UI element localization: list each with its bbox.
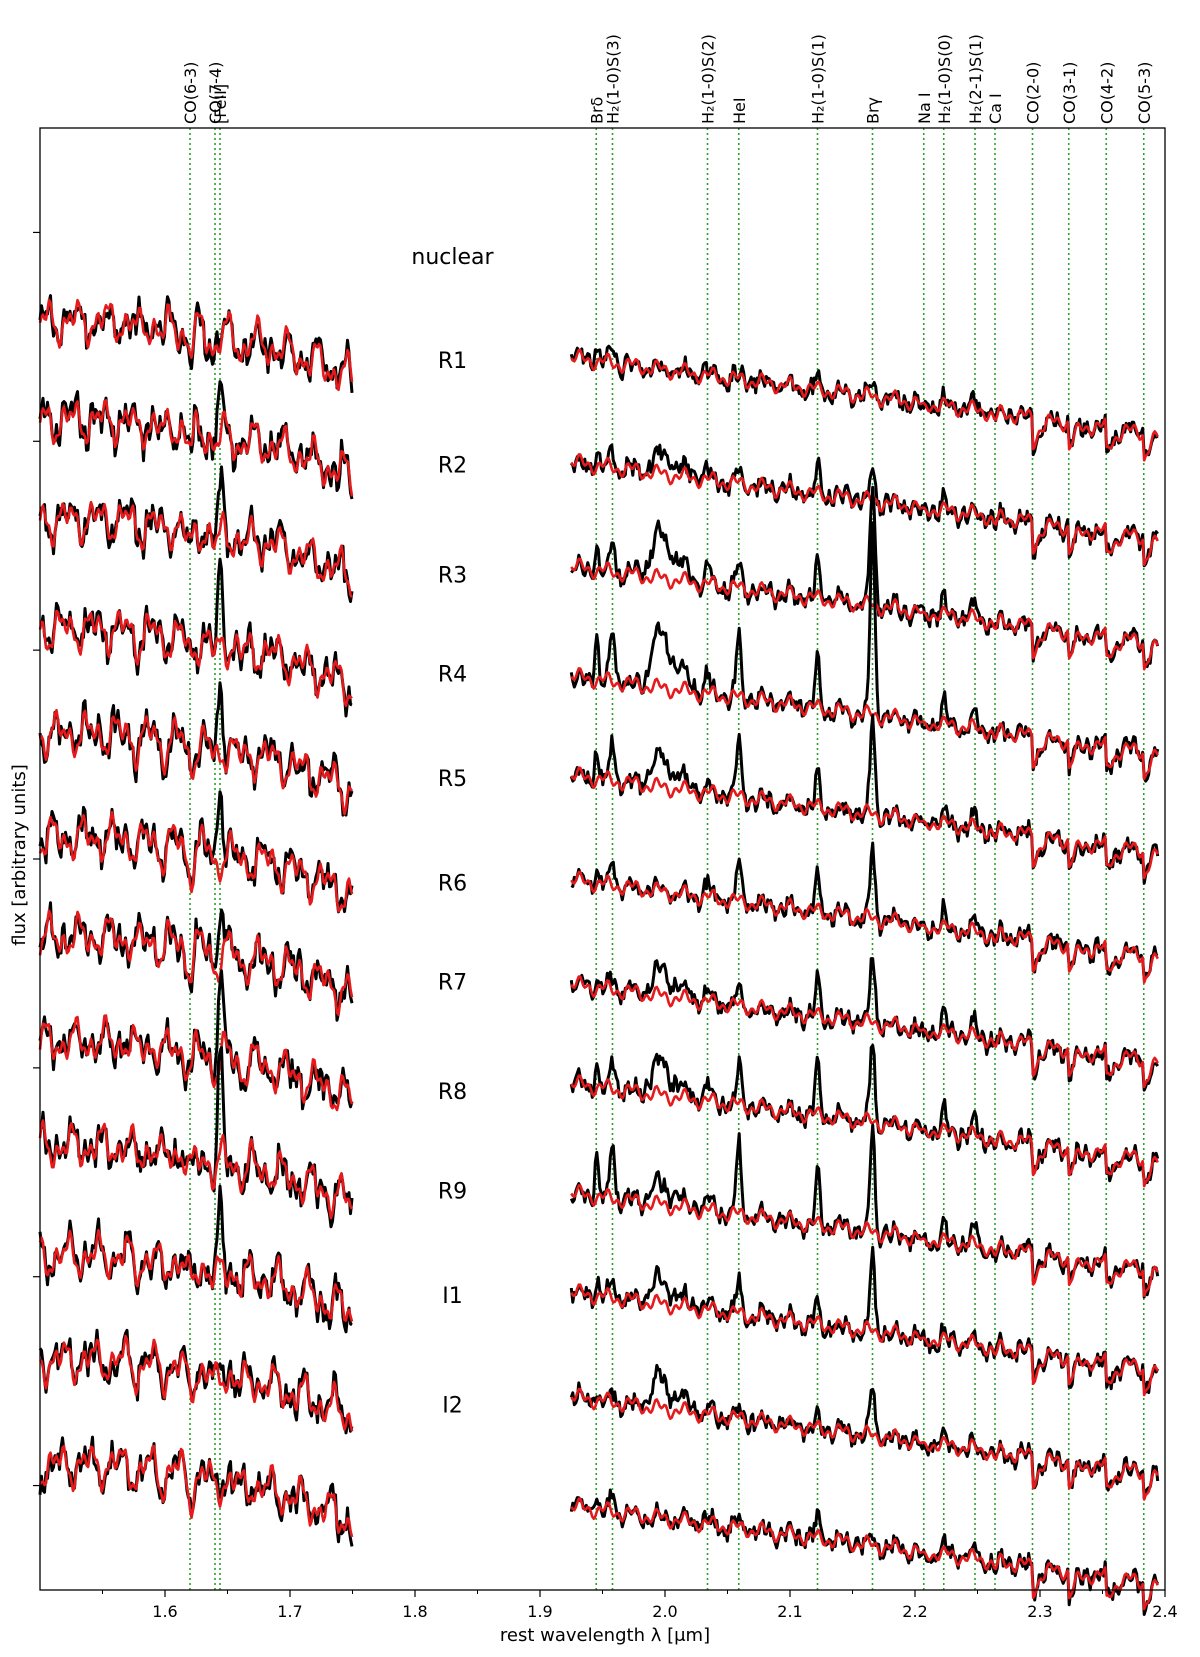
model-spectrum-k bbox=[570, 975, 1159, 1089]
model-spectrum-h bbox=[38, 708, 354, 816]
observed-spectrum-h bbox=[38, 1328, 354, 1435]
model-spectrum-h bbox=[38, 1014, 354, 1112]
model-spectrum-k bbox=[570, 1184, 1159, 1298]
model-spectrum-h bbox=[38, 298, 354, 392]
line-marker-label: Brδ bbox=[587, 97, 606, 124]
line-marker-label: Na I bbox=[915, 92, 934, 124]
model-spectrum-h bbox=[39, 1334, 354, 1432]
x-axis-label: rest wavelength λ [μm] bbox=[500, 1625, 710, 1646]
model-spectrum-h bbox=[38, 1228, 354, 1322]
region-label: R3 bbox=[438, 563, 467, 588]
region-label: I2 bbox=[442, 1393, 463, 1418]
line-marker-label: CO(6-3) bbox=[181, 62, 200, 124]
model-spectrum-h bbox=[38, 1119, 354, 1220]
x-tick-label: 2.4 bbox=[1152, 1602, 1177, 1621]
line-marker-label: Brγ bbox=[864, 97, 883, 124]
x-tick-label: 1.9 bbox=[527, 1602, 552, 1621]
x-tick-label: 1.6 bbox=[152, 1602, 177, 1621]
model-spectrum-h bbox=[38, 1444, 354, 1538]
line-marker-label: H₂(1-0)S(3) bbox=[604, 34, 623, 124]
region-label: I1 bbox=[442, 1284, 463, 1309]
x-tick-label: 1.7 bbox=[277, 1602, 302, 1621]
model-spectrum-k bbox=[570, 766, 1159, 880]
line-marker-label: HeI bbox=[730, 97, 749, 124]
model-spectrum-k bbox=[570, 1497, 1159, 1611]
model-spectrum-h bbox=[38, 500, 354, 598]
spectra bbox=[38, 294, 1160, 1616]
axes: 1.6 1.7 1.8 1.9 2.0 2.1 2.2 2.3 2.4 bbox=[33, 127, 1178, 1621]
model-spectrum-k bbox=[570, 348, 1159, 462]
observed-spectrum-h bbox=[39, 557, 353, 718]
line-marker-label: CO(2-0) bbox=[1024, 62, 1043, 124]
line-marker-label: CO(5-3) bbox=[1135, 62, 1154, 124]
region-label: R7 bbox=[438, 971, 467, 996]
line-marker-label: CO(7-4) bbox=[206, 62, 225, 124]
observed-spectrum-h bbox=[38, 1184, 353, 1334]
model-spectrum-h bbox=[38, 609, 353, 707]
region-label: R5 bbox=[438, 767, 467, 792]
model-spectrum-k bbox=[570, 667, 1159, 781]
model-spectrum-k bbox=[570, 1283, 1159, 1397]
observed-spectrum-h bbox=[38, 380, 354, 500]
line-marker-label: H₂(1-0)S(1) bbox=[809, 34, 828, 124]
model-spectrum-h bbox=[38, 811, 354, 913]
y-axis-label: flux [arbitrary units] bbox=[9, 764, 30, 946]
region-label: R6 bbox=[438, 871, 467, 896]
region-label: nuclear bbox=[411, 245, 494, 270]
observed-spectrum-h bbox=[38, 681, 354, 817]
x-tick-label: 2.3 bbox=[1027, 1602, 1052, 1621]
model-spectrum-k bbox=[570, 1387, 1159, 1501]
x-tick-label: 1.8 bbox=[402, 1602, 427, 1621]
line-marker-label: Ca I bbox=[986, 93, 1005, 124]
line-marker-label: H₂(1-0)S(0) bbox=[935, 34, 954, 124]
region-label: R9 bbox=[438, 1179, 467, 1204]
line-marker-label: H₂(1-0)S(2) bbox=[699, 34, 718, 124]
region-label: R8 bbox=[438, 1080, 467, 1105]
model-spectrum-h bbox=[38, 399, 354, 497]
line-marker-label: [FeII] bbox=[211, 84, 230, 124]
x-tick-label: 2.0 bbox=[652, 1602, 677, 1621]
region-label: R2 bbox=[438, 454, 467, 479]
observed-spectrum-h bbox=[38, 901, 354, 1022]
line-marker-label: CO(3-1) bbox=[1060, 62, 1079, 124]
x-tick-label: 2.1 bbox=[777, 1602, 802, 1621]
line-marker-label: CO(4-2) bbox=[1097, 62, 1116, 124]
model-spectrum-k bbox=[570, 1074, 1159, 1188]
line-marker-label: H₂(2-1)S(1) bbox=[966, 34, 985, 124]
model-spectrum-k bbox=[570, 557, 1159, 671]
region-labels: nuclear R1 R2 R3 R4 R5 R6 R7 R8 R9 I1 I2 bbox=[411, 245, 494, 1419]
model-spectrum-k bbox=[570, 453, 1159, 567]
region-label: R1 bbox=[438, 349, 467, 374]
region-label: R4 bbox=[438, 662, 467, 687]
model-spectrum-h bbox=[38, 909, 354, 1016]
model-spectrum-k bbox=[570, 870, 1159, 984]
x-tick-label: 2.2 bbox=[902, 1602, 927, 1621]
